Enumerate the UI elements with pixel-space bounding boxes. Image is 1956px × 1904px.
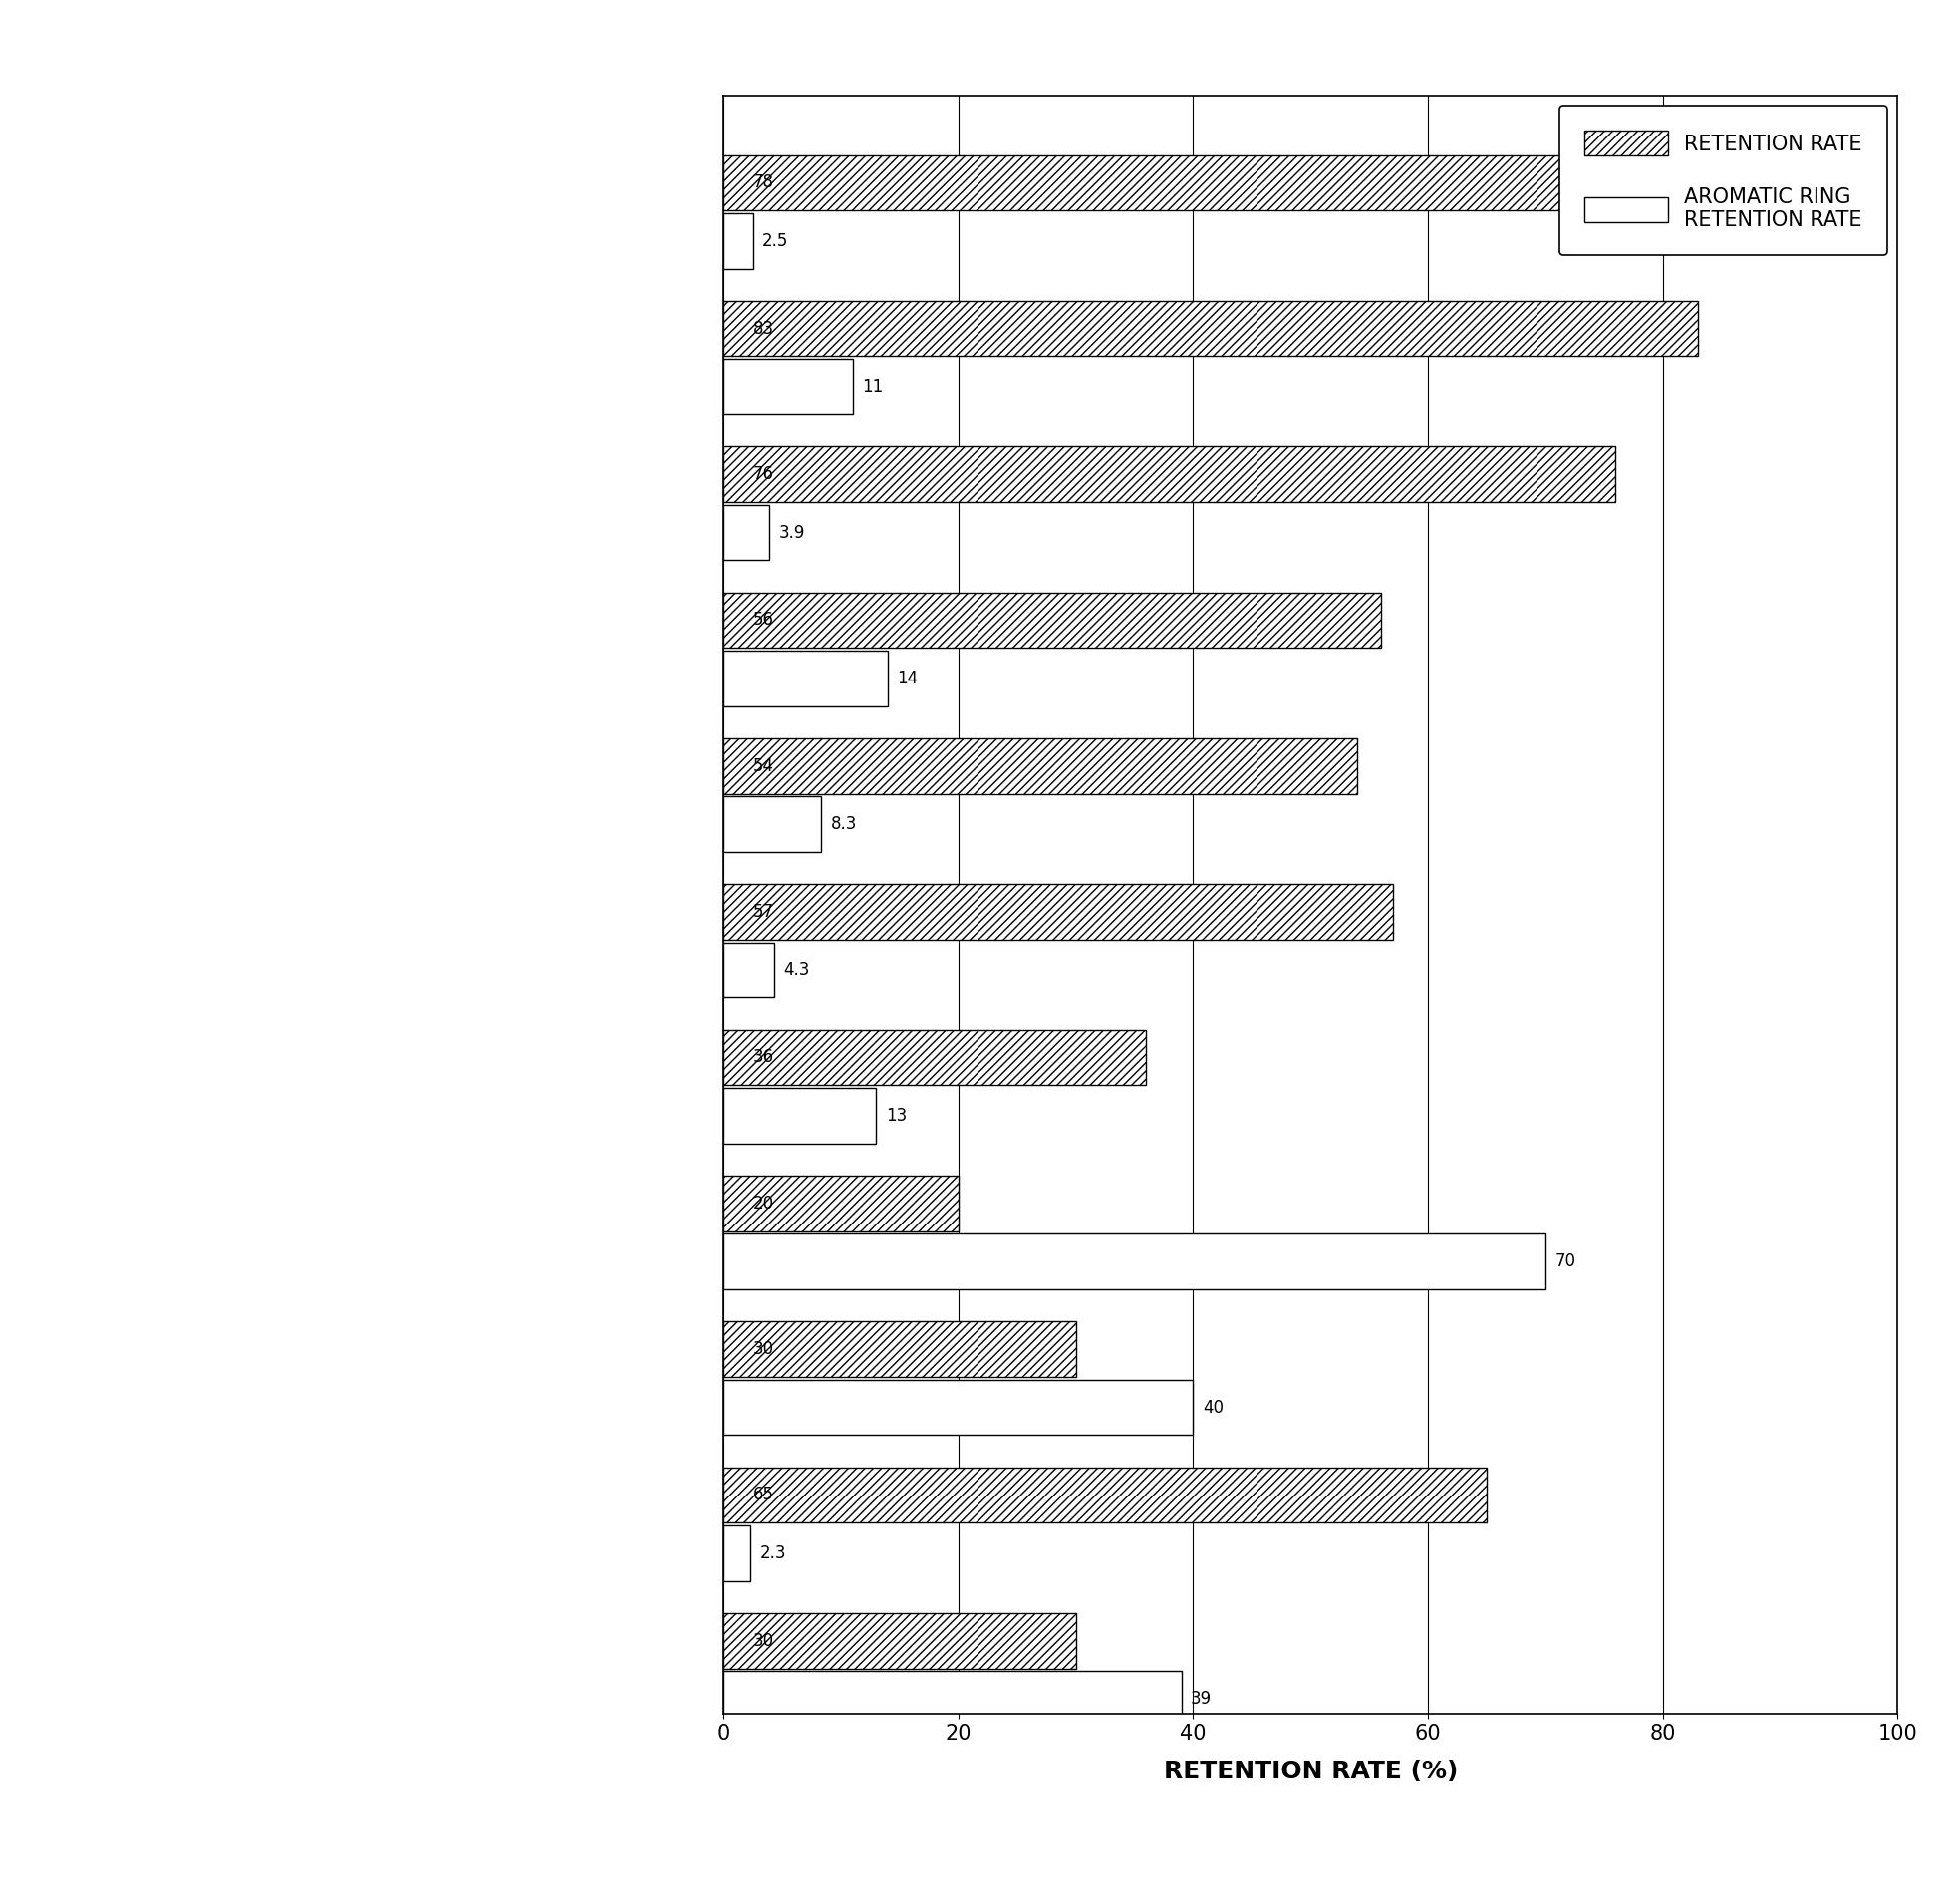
Bar [724, 1672, 1181, 1727]
Bar [724, 592, 1381, 647]
Bar [724, 942, 775, 998]
Bar [724, 213, 753, 268]
Text: 36: 36 [753, 1049, 775, 1066]
Text: 30: 30 [753, 1340, 775, 1358]
Text: 56: 56 [753, 611, 775, 628]
Bar [724, 651, 888, 706]
Text: 40: 40 [1203, 1398, 1222, 1417]
Legend: RETENTION RATE, AROMATIC RING
RETENTION RATE: RETENTION RATE, AROMATIC RING RETENTION … [1559, 105, 1888, 255]
Text: 70: 70 [1555, 1253, 1575, 1270]
Text: 76: 76 [753, 465, 775, 484]
Bar [724, 1468, 1487, 1523]
Text: 39: 39 [1191, 1691, 1213, 1708]
Bar [724, 301, 1698, 356]
Text: 11: 11 [863, 377, 884, 396]
Text: 2.5: 2.5 [763, 232, 788, 249]
Text: 13: 13 [886, 1106, 908, 1125]
Text: 14: 14 [898, 670, 919, 687]
Bar [724, 1525, 751, 1580]
Bar [724, 1613, 1076, 1668]
Text: 8.3: 8.3 [831, 815, 857, 834]
Text: 4.3: 4.3 [784, 962, 810, 979]
Bar [724, 739, 1357, 794]
Bar [724, 154, 1639, 209]
Bar [724, 1321, 1076, 1377]
Text: 20: 20 [753, 1194, 775, 1213]
Bar [724, 1030, 1146, 1085]
Text: 2.3: 2.3 [761, 1544, 786, 1561]
Bar [724, 1234, 1545, 1289]
X-axis label: RETENTION RATE (%): RETENTION RATE (%) [1164, 1759, 1457, 1784]
Bar [724, 505, 769, 560]
Text: 3.9: 3.9 [778, 524, 806, 541]
Text: 65: 65 [753, 1485, 775, 1504]
Bar [724, 883, 1393, 939]
Bar [724, 796, 822, 851]
Bar [724, 1380, 1193, 1436]
Bar [724, 447, 1616, 503]
Text: 57: 57 [753, 902, 775, 922]
Text: 78: 78 [753, 173, 775, 192]
Bar [724, 1175, 958, 1232]
Text: 83: 83 [753, 320, 775, 337]
Bar [724, 1087, 876, 1144]
Text: 30: 30 [753, 1632, 775, 1649]
Bar [724, 360, 853, 415]
Text: 54: 54 [753, 758, 775, 775]
